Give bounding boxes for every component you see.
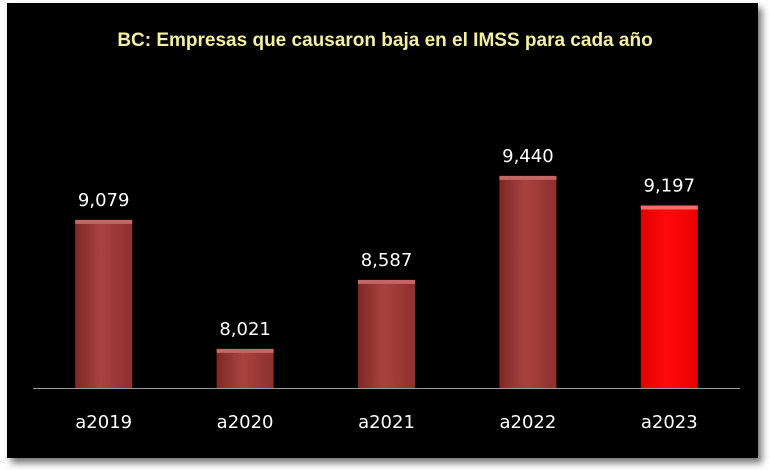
value-label-a2022: 9,440 [502,146,554,167]
bar-a2022 [499,175,557,388]
value-labels: 9,079 8,021 8,587 9,440 9,197 [78,146,695,340]
bars-group [75,175,698,388]
category-label-a2022: a2022 [499,412,556,433]
bar-a2019 [75,219,133,388]
value-label-a2021: 8,587 [361,250,413,271]
bar-top-a2022 [499,175,557,180]
bar-a2020 [216,348,274,388]
bar-top-a2021 [358,279,415,284]
category-label-a2020: a2020 [217,412,274,433]
bar-top-a2019 [75,219,133,224]
category-label-a2019: a2019 [75,412,132,433]
value-label-a2019: 9,079 [78,190,130,211]
value-label-a2020: 8,021 [219,319,271,340]
category-label-a2021: a2021 [358,412,415,433]
category-labels: a2019 a2020 a2021 a2022 a2023 [75,412,697,433]
chart-title: BC: Empresas que causaron baja en el IMS… [117,30,652,51]
category-label-a2023: a2023 [641,412,698,433]
bar-a2023 [640,205,698,388]
bar-top-a2020 [216,348,274,353]
bar-top-a2023 [640,205,698,210]
bar-a2021 [358,279,415,388]
value-label-a2023: 9,197 [644,176,696,197]
